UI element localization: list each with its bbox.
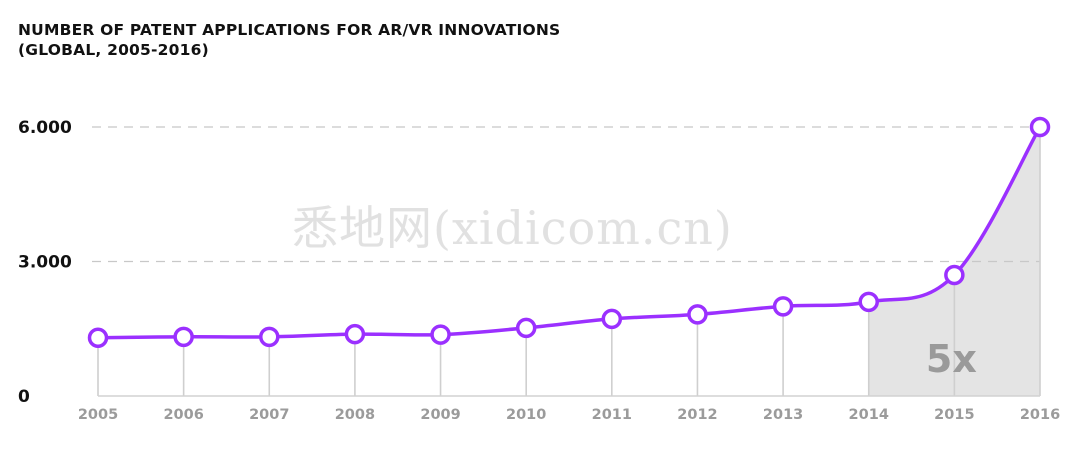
chart-title: NUMBER OF PATENT APPLICATIONS FOR AR/VR … <box>18 20 560 60</box>
x-tick-label: 2014 <box>849 407 889 423</box>
data-point <box>687 304 708 325</box>
y-tick-label: 0 <box>18 387 30 407</box>
x-tick-label: 2009 <box>420 407 460 423</box>
x-tick-label: 2005 <box>78 407 118 423</box>
x-tick-label: 2015 <box>934 407 974 423</box>
x-tick-label: 2016 <box>1020 407 1060 423</box>
shaded-growth-area <box>868 127 1040 396</box>
x-tick-label: 2013 <box>763 407 803 423</box>
x-tick-label: 2008 <box>335 407 375 423</box>
data-point <box>772 296 794 317</box>
title-line-1: NUMBER OF PATENT APPLICATIONS FOR AR/VR … <box>18 21 561 39</box>
data-point <box>344 323 366 345</box>
data-point <box>173 326 194 348</box>
watermark: 悉地网(xidicom.cn) <box>292 201 733 255</box>
data-point <box>515 317 537 339</box>
data-point <box>87 327 109 348</box>
x-tick-label: 2012 <box>677 407 717 423</box>
annotation-5x: 5x <box>926 337 977 381</box>
data-point <box>259 326 280 348</box>
data-point <box>430 324 451 345</box>
x-tick-label: 2007 <box>249 407 289 423</box>
data-point <box>858 291 879 313</box>
y-tick-label: 3.000 <box>18 253 72 273</box>
x-tick-label: 2011 <box>592 407 632 423</box>
title-line-2: (GLOBAL, 2005-2016) <box>18 41 209 59</box>
x-tick-label: 2010 <box>506 407 546 423</box>
y-tick-label: 6.000 <box>18 118 72 138</box>
data-point <box>1029 116 1051 138</box>
x-tick-label: 2006 <box>163 407 203 423</box>
data-point <box>601 308 623 330</box>
data-point <box>944 264 965 286</box>
